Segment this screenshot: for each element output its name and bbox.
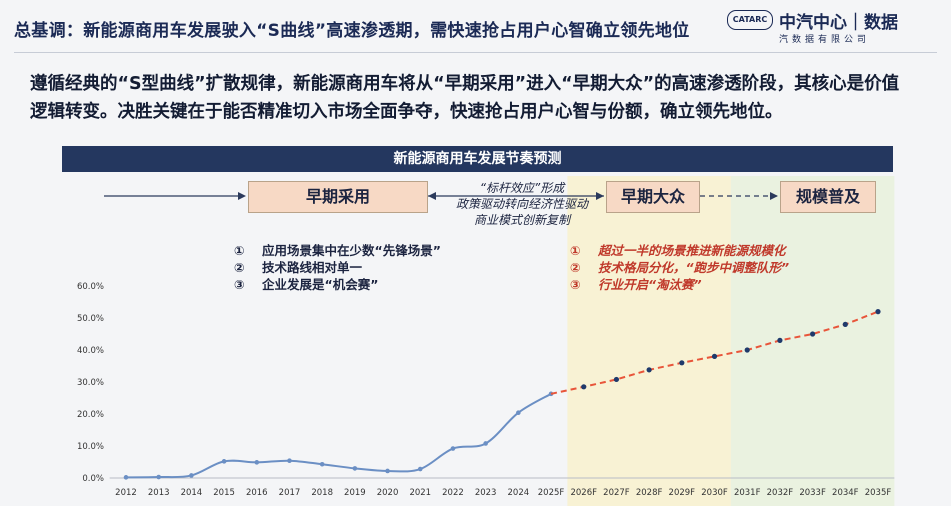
x-tick-label: 2032F — [767, 488, 794, 498]
feature-item: ③ 行业开启“淘汰赛” — [570, 276, 789, 293]
actual-series-line — [125, 392, 552, 479]
x-tick-label: 2019 — [344, 488, 366, 498]
y-tick-label: 0.0% — [82, 474, 104, 484]
x-tick-label: 2034F — [832, 488, 859, 498]
logo-name: 中汽中心｜数据 — [779, 13, 898, 33]
y-tick-label: 30.0% — [77, 378, 104, 388]
x-tick-label: 2013 — [148, 488, 170, 498]
feature-item: ① 超过一半的场景推进新能源规模化 — [570, 242, 789, 259]
feature-number: ① — [570, 243, 581, 258]
y-tick-label: 50.0% — [77, 314, 104, 324]
actual-data-point — [254, 460, 260, 465]
x-tick-label: 2028F — [636, 488, 663, 498]
y-tick-label: 40.0% — [77, 346, 104, 356]
logo-subtitle: 汽数据有限公司 — [779, 35, 871, 45]
forecast-data-point — [679, 360, 685, 366]
actual-data-point — [385, 468, 390, 474]
feature-text: 超过一半的场景推进新能源规模化 — [598, 243, 786, 258]
feature-number: ③ — [234, 277, 245, 292]
forecast-data-point — [744, 347, 750, 353]
transition-note: 政策驱动转向经济性驱动 — [455, 197, 588, 211]
intro-paragraph: 遵循经典的“S型曲线”扩散规律，新能源商用车将从“早期采用”进入“早期大众”的高… — [30, 74, 900, 122]
feature-text: 技术格局分化，“跑步中调整队形” — [598, 260, 790, 275]
forecast-data-point — [613, 376, 620, 383]
stage-early-adoption: 早期采用 — [248, 181, 428, 213]
page-title: 总基调：新能源商用车发展驶入“S曲线”高速渗透期，需快速抢占用户心智确立领先地位 — [14, 21, 690, 41]
forecast-data-point — [842, 321, 848, 327]
actual-data-point — [352, 466, 358, 471]
x-tick-label: 2029F — [669, 488, 696, 498]
forecast-data-point — [646, 367, 652, 373]
feature-number: ① — [234, 243, 245, 258]
transition-notes: “标杆效应”形成 政策驱动转向经济性驱动 商业模式创新复制 — [438, 180, 606, 228]
feature-text: 企业发展是“机会赛” — [262, 277, 379, 292]
feature-number: ② — [570, 260, 581, 275]
x-tick-label: 2012 — [115, 488, 137, 498]
feature-number: ② — [234, 260, 245, 275]
feature-item: ② 技术路线相对单一 — [234, 259, 441, 276]
actual-data-point — [450, 446, 456, 451]
x-tick-label: 2031F — [734, 488, 761, 498]
x-tick-label: 2016 — [246, 488, 268, 498]
actual-data-point — [516, 410, 521, 416]
actual-data-point — [287, 458, 292, 464]
x-tick-label: 2030F — [701, 488, 728, 498]
company-logo: CATARC 中汽中心｜数据 汽数据有限公司 — [727, 8, 937, 50]
timeline-arrowhead — [770, 192, 778, 200]
header-divider — [14, 52, 937, 53]
actual-data-point — [189, 473, 194, 478]
y-tick-label: 10.0% — [77, 442, 104, 452]
forecast-data-point — [810, 331, 816, 337]
x-tick-label: 2015 — [213, 488, 235, 498]
actual-data-point — [221, 459, 227, 464]
chart-title: 新能源商用车发展节奏预测 — [62, 146, 893, 172]
actual-data-point — [123, 475, 129, 480]
feature-text: 技术路线相对单一 — [262, 260, 363, 275]
forecast-series-line — [550, 310, 879, 395]
early-stage-features: ① 应用场景集中在少数“先锋场景” ② 技术路线相对单一 ③ 企业发展是“机会赛” — [234, 242, 441, 293]
forecast-data-point — [777, 337, 783, 343]
x-tick-label: 2026F — [570, 488, 597, 498]
feature-item: ③ 企业发展是“机会赛” — [234, 276, 441, 293]
timeline-arrowhead — [238, 192, 246, 200]
y-tick-label: 60.0% — [77, 282, 104, 292]
transition-note: “标杆效应”形成 — [479, 181, 565, 195]
actual-data-point — [483, 441, 488, 446]
forecast-data-point — [875, 309, 881, 315]
x-tick-label: 2033F — [799, 488, 826, 498]
feature-text: 应用场景集中在少数“先锋场景” — [262, 243, 441, 258]
transition-arrowhead — [428, 192, 436, 200]
logo-badge: CATARC — [727, 10, 773, 30]
x-tick-label: 2018 — [311, 488, 333, 498]
x-tick-label: 2017 — [279, 488, 301, 498]
stage-early-majority: 早期大众 — [606, 181, 700, 213]
majority-stage-features: ① 超过一半的场景推进新能源规模化 ② 技术格局分化，“跑步中调整队形” ③ 行业开启… — [570, 242, 789, 293]
forecast-zone — [730, 176, 895, 506]
feature-item: ② 技术格局分化，“跑步中调整队形” — [570, 259, 789, 276]
actual-data-point — [417, 466, 423, 472]
y-tick-label: 20.0% — [77, 410, 104, 420]
x-tick-label: 2024 — [508, 488, 530, 498]
transition-arrowhead — [596, 192, 604, 200]
x-tick-label: 2020 — [377, 488, 399, 498]
x-tick-label: 2025F — [538, 488, 565, 498]
actual-data-point — [156, 474, 161, 480]
stage-mass-adoption: 规模普及 — [780, 181, 876, 213]
x-tick-label: 2035F — [865, 488, 892, 498]
feature-item: ① 应用场景集中在少数“先锋场景” — [234, 242, 441, 259]
actual-data-point — [319, 461, 325, 467]
feature-text: 行业开启“淘汰赛” — [598, 277, 702, 292]
forecast-zone — [567, 176, 731, 506]
x-tick-label: 2022 — [442, 488, 464, 498]
x-tick-label: 2021 — [409, 488, 431, 498]
forecast-data-point — [711, 353, 718, 359]
x-tick-label: 2027F — [603, 488, 630, 498]
forecast-data-point — [581, 384, 587, 390]
feature-number: ③ — [570, 277, 581, 292]
x-tick-label: 2023 — [475, 488, 497, 498]
x-tick-label: 2014 — [181, 488, 203, 498]
transition-note: 商业模式创新复制 — [473, 213, 570, 227]
